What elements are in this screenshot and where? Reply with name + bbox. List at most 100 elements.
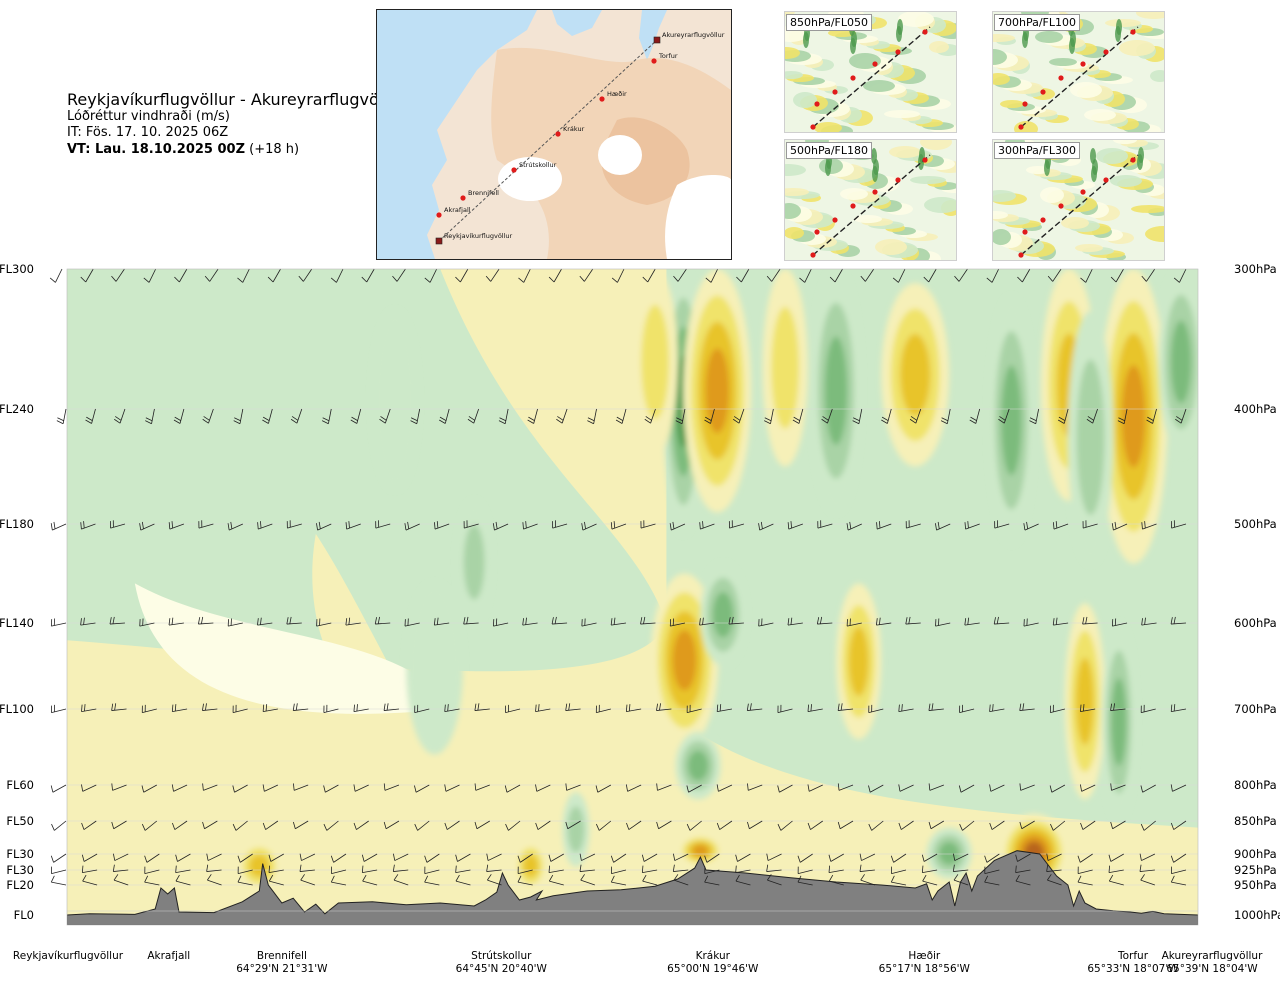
wind-barb-300-10 (361, 268, 375, 283)
map-glacier-vatnajokull (665, 175, 731, 259)
wind-barb-950-28 (922, 874, 938, 886)
wind-barb-850-20 (656, 820, 672, 830)
wind-barb-300-7 (267, 268, 281, 283)
wind-barb-950-29 (953, 874, 969, 886)
wind-barb-700-15 (505, 704, 521, 714)
location-label: Krákur 65°00'N 19°46'W (648, 950, 778, 976)
wind-barb-950-31 (1015, 874, 1031, 886)
wind-barb-950-1 (82, 874, 98, 886)
wind-barb-300-35 (1141, 268, 1156, 282)
map-sea-west (377, 10, 537, 259)
wind-barb-600-10 (345, 617, 361, 626)
thumb-500[interactable]: 500hPa/FL180 (784, 139, 957, 261)
thumb-700[interactable]: 700hPa/FL100 (992, 11, 1165, 133)
route-point-label-3: Krákur (563, 125, 585, 133)
thumb-streak (1138, 147, 1144, 163)
wind-barb-800-5 (202, 783, 218, 791)
wind-barb-925-7 (268, 865, 284, 873)
wind-barb-925-13 (455, 865, 471, 873)
wind-barb-850-0 (51, 820, 67, 831)
wind-feature-down-22-1 (567, 806, 585, 853)
wind-barb-925-18 (611, 866, 627, 875)
wind-barb-950-7 (268, 874, 284, 886)
wind-barb-600-7 (257, 617, 273, 626)
thumb-patch (889, 146, 921, 158)
wind-barb-925-32 (1046, 864, 1062, 872)
wind-barb-600-17 (551, 616, 568, 625)
fl-label: FL50 (6, 814, 34, 828)
wind-barb-850-16 (535, 820, 551, 830)
location-label: Hæðir 65°17'N 18°56'W (859, 950, 989, 976)
wind-barb-400-1 (85, 408, 96, 424)
wind-barb-400-34 (1057, 408, 1069, 424)
wind-feature-up-14-2 (848, 626, 869, 697)
wind-barb-300-9 (330, 268, 344, 283)
wind-barb-400-10 (350, 408, 362, 424)
wind-barb-600-0 (50, 618, 67, 627)
location-name: Akrafjall (147, 950, 191, 962)
wind-barb-900-26 (859, 853, 876, 861)
thumb-patch (898, 12, 934, 27)
route-points: Akureyrarflugvöllur Torfur Hæðir Krákur Strú… (435, 31, 725, 245)
wind-barb-400-22 (704, 408, 715, 424)
wind-barb-500-4 (168, 521, 185, 530)
location-name: Krákur (695, 950, 730, 962)
wind-barb-700-30 (959, 704, 975, 714)
location-name: Akureyrarflugvöllur (1161, 950, 1263, 962)
thumb-point (1080, 61, 1086, 67)
wind-barb-800-18 (595, 784, 612, 793)
wind-barb-500-8 (286, 520, 302, 529)
wind-barb-500-15 (492, 521, 509, 531)
wind-barb-300-12 (424, 268, 438, 283)
wind-barb-900-2 (113, 853, 129, 861)
thumb-point (1018, 252, 1024, 258)
wind-barb-700-6 (232, 704, 248, 714)
wind-barb-800-16 (535, 784, 551, 792)
wind-barb-900-27 (890, 853, 907, 863)
wind-barb-400-23 (732, 408, 745, 424)
wind-barb-600-32 (993, 616, 1010, 625)
thumb-patch (785, 71, 803, 79)
thumb-300[interactable]: 300hPa/FL300 (992, 139, 1165, 261)
hpa-label: 950hPa (1234, 878, 1277, 892)
wind-barb-600-11 (374, 616, 391, 625)
wind-barb-500-0 (50, 521, 67, 531)
wind-barb-700-5 (202, 703, 218, 711)
wind-barb-850-22 (716, 820, 733, 830)
wind-barb-600-6 (227, 618, 243, 627)
wind-barb-950-19 (642, 874, 658, 886)
wind-barb-600-30 (935, 618, 951, 627)
route-map: Akureyrarflugvöllur Torfur Hæðir Krákur Strú… (376, 9, 732, 260)
wind-barb-700-13 (444, 704, 460, 712)
wind-barb-300-29 (954, 268, 968, 282)
wind-feature-down-24-0 (372, 311, 418, 490)
wind-feature-down-11-2 (1001, 365, 1022, 476)
fl-label: FL180 (0, 517, 34, 531)
wind-barb-300-31 (1017, 268, 1031, 283)
wind-barb-900-4 (175, 853, 191, 862)
wind-barb-700-18 (595, 704, 611, 714)
wind-barb-800-10 (353, 784, 369, 792)
wind-barb-600-20 (640, 616, 656, 625)
location-label: Strútskollur 64°45'N 20°40'W (436, 950, 566, 976)
wind-barb-400-2 (114, 408, 126, 424)
wind-barb-850-30 (959, 820, 975, 831)
thumb-patch (884, 110, 920, 118)
thumb-patch (910, 176, 946, 184)
wind-barb-500-23 (728, 520, 745, 529)
thumb-point (1058, 203, 1064, 209)
wind-feature-down-12-1 (1076, 359, 1105, 516)
wind-barb-850-7 (262, 820, 279, 830)
thumb-point (1022, 101, 1028, 107)
map-sea-north (552, 10, 602, 36)
wind-barb-500-24 (758, 521, 774, 531)
thumb-streak (851, 31, 857, 47)
wind-barb-900-32 (1046, 853, 1062, 861)
wind-barb-900-21 (704, 853, 720, 863)
wind-barb-850-2 (111, 820, 127, 830)
route-point-3 (555, 131, 561, 137)
wind-barb-400-21 (675, 408, 686, 425)
thumb-850[interactable]: 850hPa/FL050 (784, 11, 957, 133)
wind-barb-400-11 (379, 408, 391, 424)
route-point-7 (435, 237, 443, 245)
